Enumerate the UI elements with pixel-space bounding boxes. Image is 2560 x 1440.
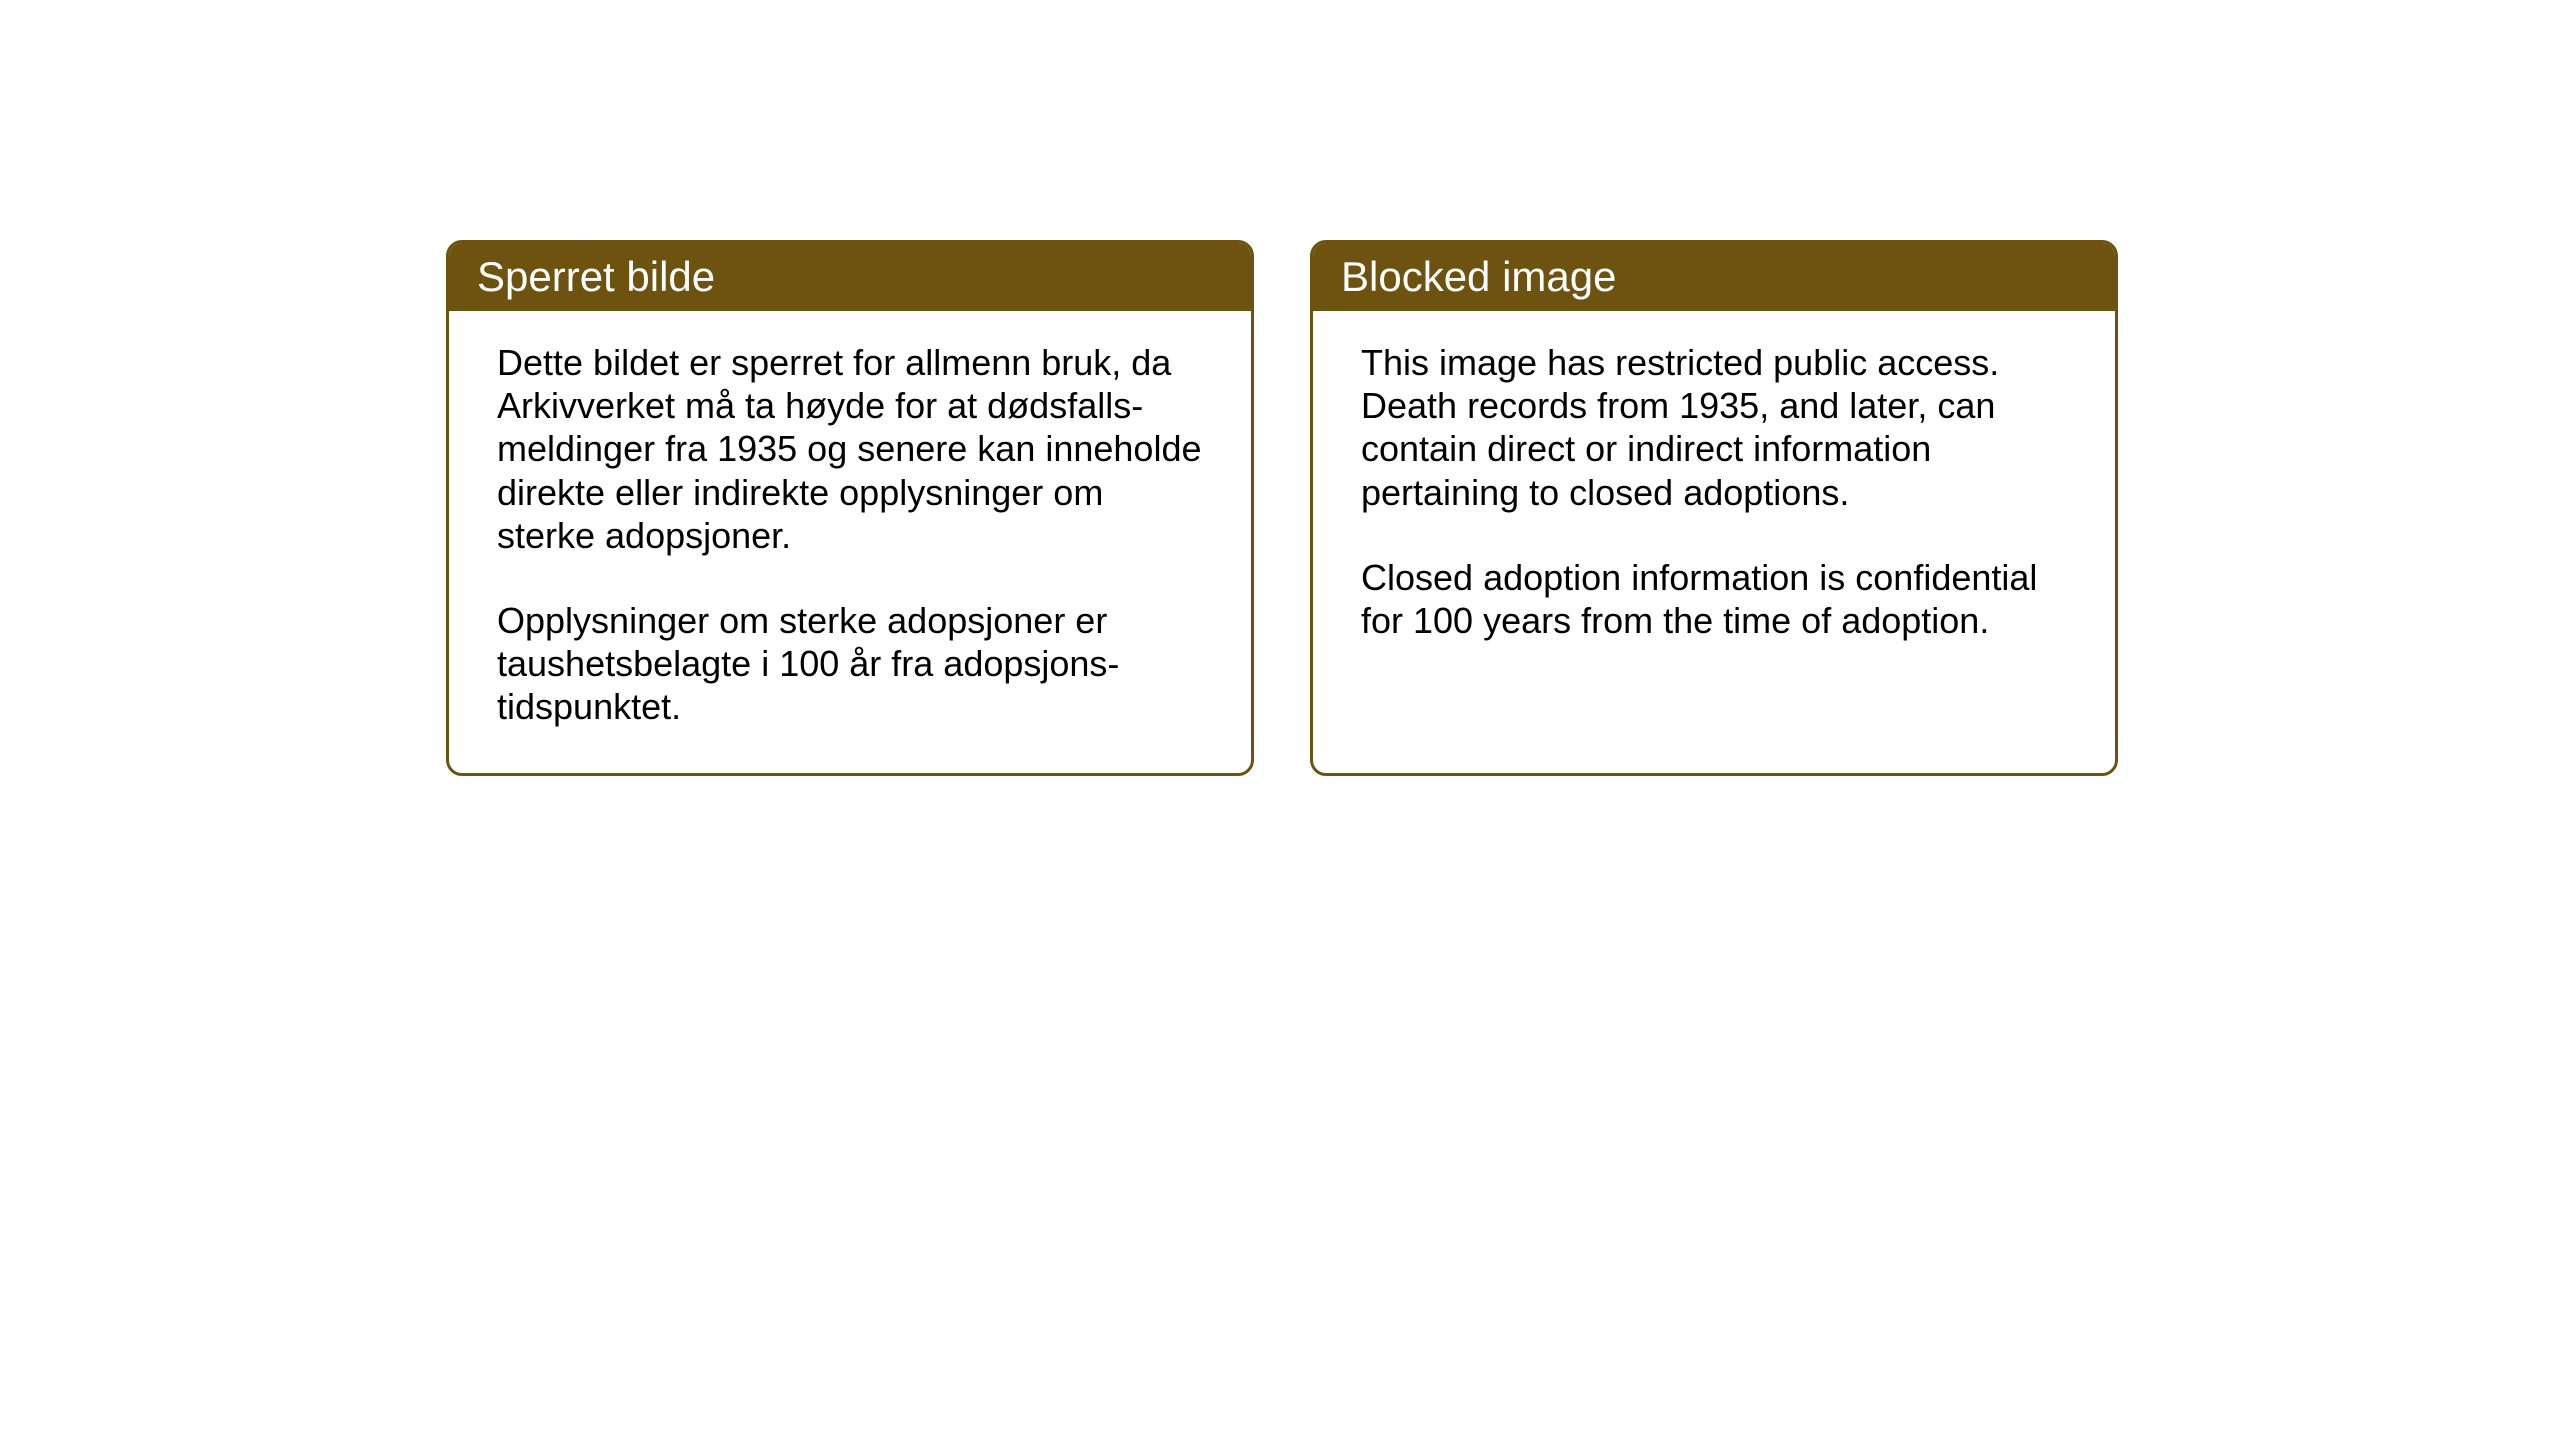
card-norwegian-title: Sperret bilde bbox=[477, 253, 715, 300]
card-english-header: Blocked image bbox=[1313, 243, 2115, 311]
card-english-paragraph-2: Closed adoption information is confident… bbox=[1361, 556, 2067, 642]
card-english-title: Blocked image bbox=[1341, 253, 1616, 300]
card-norwegian-header: Sperret bilde bbox=[449, 243, 1251, 311]
card-english: Blocked image This image has restricted … bbox=[1310, 240, 2118, 776]
card-norwegian-body: Dette bildet er sperret for allmenn bruk… bbox=[449, 311, 1251, 773]
cards-container: Sperret bilde Dette bildet er sperret fo… bbox=[446, 240, 2118, 776]
card-norwegian-paragraph-1: Dette bildet er sperret for allmenn bruk… bbox=[497, 341, 1203, 557]
card-norwegian: Sperret bilde Dette bildet er sperret fo… bbox=[446, 240, 1254, 776]
card-norwegian-paragraph-2: Opplysninger om sterke adopsjoner er tau… bbox=[497, 599, 1203, 729]
card-english-body: This image has restricted public access.… bbox=[1313, 311, 2115, 686]
card-english-paragraph-1: This image has restricted public access.… bbox=[1361, 341, 2067, 514]
